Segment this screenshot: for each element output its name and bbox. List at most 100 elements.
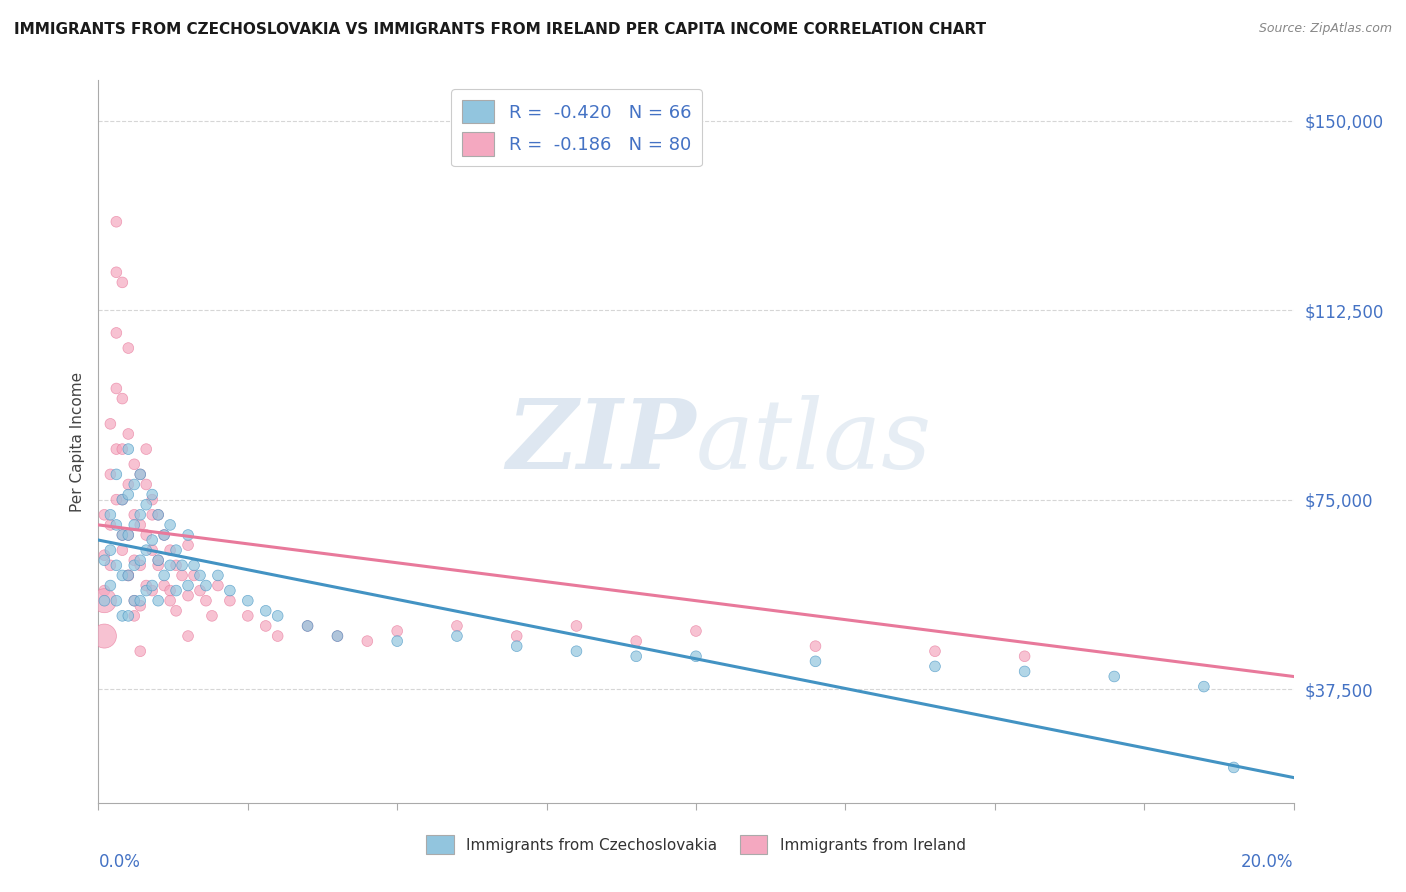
Point: [141, 508, 163, 522]
Point: [159, 593, 181, 607]
Point: [207, 568, 229, 582]
Point: [326, 629, 349, 643]
Point: [506, 639, 529, 653]
Point: [105, 517, 128, 532]
Point: [105, 326, 128, 340]
Point: [1192, 680, 1215, 694]
Point: [1104, 669, 1126, 683]
Point: [129, 644, 152, 658]
Point: [98, 543, 122, 558]
Point: [111, 442, 134, 456]
Point: [565, 644, 588, 658]
Point: [129, 599, 152, 613]
Point: [626, 649, 648, 664]
Point: [117, 477, 139, 491]
Point: [117, 568, 139, 582]
Point: [141, 578, 163, 592]
Point: [105, 442, 128, 456]
Text: IMMIGRANTS FROM CZECHOSLOVAKIA VS IMMIGRANTS FROM IRELAND PER CAPITA INCOME CORR: IMMIGRANTS FROM CZECHOSLOVAKIA VS IMMIGR…: [14, 22, 986, 37]
Point: [165, 583, 187, 598]
Point: [183, 558, 205, 573]
Point: [924, 659, 946, 673]
Point: [93, 583, 115, 598]
Point: [111, 492, 134, 507]
Point: [1014, 649, 1036, 664]
Point: [124, 517, 146, 532]
Point: [124, 593, 146, 607]
Point: [129, 467, 152, 482]
Point: [117, 568, 139, 582]
Point: [177, 629, 200, 643]
Point: [685, 649, 707, 664]
Point: [105, 265, 128, 279]
Legend: Immigrants from Czechoslovakia, Immigrants from Ireland: Immigrants from Czechoslovakia, Immigran…: [420, 830, 972, 860]
Point: [207, 578, 229, 592]
Point: [148, 553, 170, 567]
Point: [172, 558, 194, 573]
Point: [105, 382, 128, 396]
Point: [117, 568, 139, 582]
Point: [98, 417, 122, 431]
Point: [297, 619, 319, 633]
Point: [195, 593, 218, 607]
Text: atlas: atlas: [696, 394, 932, 489]
Point: [105, 558, 128, 573]
Point: [117, 608, 139, 623]
Point: [124, 608, 146, 623]
Point: [111, 543, 134, 558]
Point: [105, 215, 128, 229]
Point: [135, 442, 157, 456]
Point: [159, 583, 181, 598]
Point: [148, 558, 170, 573]
Point: [165, 604, 187, 618]
Point: [565, 619, 588, 633]
Point: [141, 583, 163, 598]
Point: [172, 568, 194, 582]
Point: [111, 528, 134, 542]
Point: [98, 517, 122, 532]
Point: [804, 654, 827, 668]
Point: [111, 568, 134, 582]
Point: [188, 568, 211, 582]
Point: [446, 629, 468, 643]
Point: [135, 578, 157, 592]
Point: [111, 276, 134, 290]
Point: [685, 624, 707, 638]
Point: [117, 427, 139, 442]
Point: [159, 558, 181, 573]
Point: [385, 624, 409, 638]
Point: [159, 543, 181, 558]
Point: [135, 477, 157, 491]
Point: [153, 528, 176, 542]
Point: [93, 593, 115, 607]
Text: 20.0%: 20.0%: [1241, 854, 1294, 871]
Point: [111, 392, 134, 406]
Text: Source: ZipAtlas.com: Source: ZipAtlas.com: [1258, 22, 1392, 36]
Point: [195, 578, 218, 592]
Point: [326, 629, 349, 643]
Point: [219, 583, 242, 598]
Point: [297, 619, 319, 633]
Point: [141, 487, 163, 501]
Point: [93, 553, 115, 567]
Point: [201, 608, 224, 623]
Point: [267, 608, 290, 623]
Point: [148, 593, 170, 607]
Point: [124, 457, 146, 471]
Point: [236, 608, 259, 623]
Point: [177, 578, 200, 592]
Point: [153, 578, 176, 592]
Point: [129, 467, 152, 482]
Point: [124, 553, 146, 567]
Point: [135, 528, 157, 542]
Point: [188, 583, 211, 598]
Point: [129, 517, 152, 532]
Point: [129, 553, 152, 567]
Point: [254, 619, 277, 633]
Point: [135, 498, 157, 512]
Point: [117, 528, 139, 542]
Point: [93, 548, 115, 562]
Point: [129, 508, 152, 522]
Point: [159, 517, 181, 532]
Point: [124, 477, 146, 491]
